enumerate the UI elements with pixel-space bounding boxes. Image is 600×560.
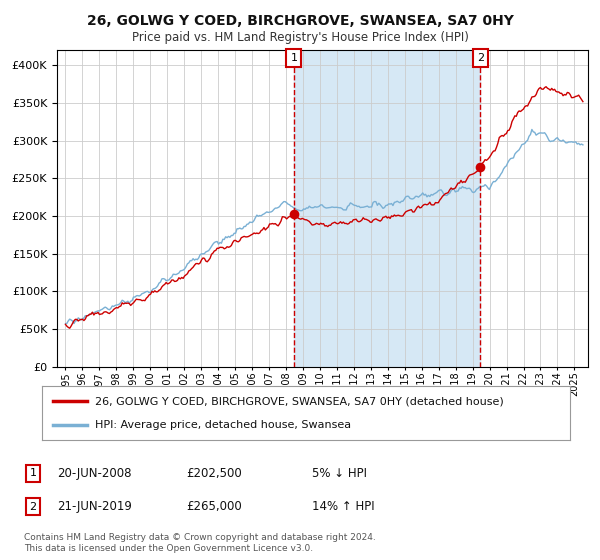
- Text: 21-JUN-2019: 21-JUN-2019: [57, 500, 132, 514]
- Text: Price paid vs. HM Land Registry's House Price Index (HPI): Price paid vs. HM Land Registry's House …: [131, 31, 469, 44]
- Bar: [294, 50, 481, 367]
- Text: £202,500: £202,500: [186, 466, 242, 480]
- Text: 26, GOLWG Y COED, BIRCHGROVE, SWANSEA, SA7 0HY (detached house): 26, GOLWG Y COED, BIRCHGROVE, SWANSEA, S…: [95, 396, 503, 407]
- Text: 14% ↑ HPI: 14% ↑ HPI: [312, 500, 374, 514]
- Text: 26, GOLWG Y COED, BIRCHGROVE, SWANSEA, SA7 0HY: 26, GOLWG Y COED, BIRCHGROVE, SWANSEA, S…: [86, 14, 514, 28]
- Text: 5% ↓ HPI: 5% ↓ HPI: [312, 466, 367, 480]
- Text: 20-JUN-2008: 20-JUN-2008: [57, 466, 131, 480]
- Text: 1: 1: [290, 53, 298, 63]
- Text: 2: 2: [29, 502, 37, 512]
- Text: 1: 1: [29, 468, 37, 478]
- Text: HPI: Average price, detached house, Swansea: HPI: Average price, detached house, Swan…: [95, 419, 351, 430]
- Text: 2: 2: [477, 53, 484, 63]
- Text: Contains HM Land Registry data © Crown copyright and database right 2024.
This d: Contains HM Land Registry data © Crown c…: [24, 533, 376, 553]
- Text: £265,000: £265,000: [186, 500, 242, 514]
